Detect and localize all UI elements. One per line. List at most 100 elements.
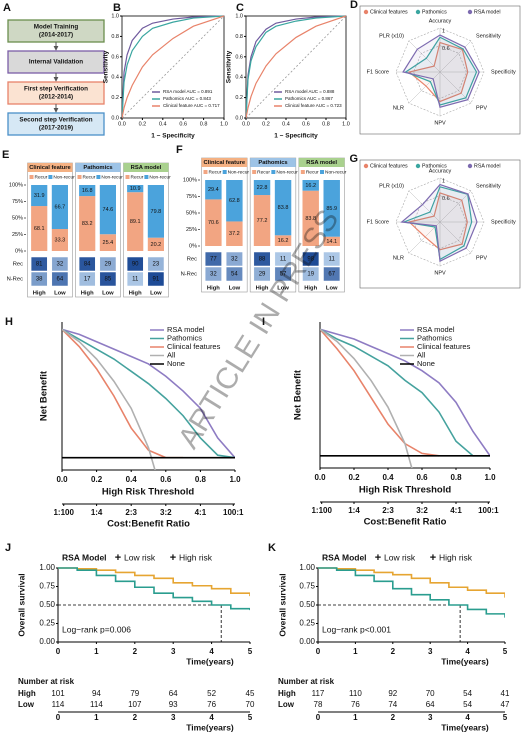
panel-label: D: [350, 0, 358, 11]
x-tick-label: 1: [353, 647, 358, 656]
x-tick-label: 1.0: [220, 121, 228, 127]
matrix-cell: [126, 271, 144, 287]
y-tick-label: 0.75: [39, 582, 55, 591]
legend-label: Recur: [35, 174, 48, 180]
y-tick-label: 0.2: [111, 95, 119, 101]
flow-text: Internal Validation: [29, 59, 83, 66]
series-line: [320, 328, 440, 457]
matrix-row-label: N-Rec: [7, 277, 24, 283]
bar-segment: [205, 199, 222, 246]
bar-segment: [274, 235, 292, 246]
bar-value-label: 62.8: [229, 198, 240, 204]
bar-segment: [31, 206, 48, 251]
bar-value-label: 77.2: [257, 218, 268, 224]
bar-segment: [226, 221, 243, 246]
panel-label: E: [2, 149, 9, 161]
risk-count: 110: [349, 689, 362, 698]
x-tick-label: High: [129, 291, 142, 297]
x-tick-label: 2: [391, 647, 396, 656]
radar-axis-label: PLR (x10): [379, 33, 404, 39]
radar-axis-label: Sensitivity: [476, 183, 501, 189]
matrix-cell: [323, 266, 341, 282]
flow-text: Second step Verification: [19, 117, 92, 124]
legend-label: Clinical feature AUC = 0.723: [285, 103, 342, 108]
radar-axis-label: PPV: [476, 256, 487, 262]
y-tick-label: 1.0: [235, 13, 243, 19]
panel-label: B: [113, 2, 121, 14]
legend-marker: +: [170, 552, 176, 564]
series-line: [62, 328, 235, 459]
risk-count: 79: [130, 689, 139, 698]
bar-segment: [253, 195, 271, 246]
legend-marker: +: [430, 552, 436, 564]
matrix-value: 32: [57, 262, 64, 268]
matrix-value: 57: [280, 272, 287, 278]
y-tick-label: 100%: [9, 182, 23, 188]
bar-value-label: 74.6: [103, 207, 114, 213]
bar-value-label: 16.2: [278, 238, 289, 244]
risk-x-tick-label: 4: [465, 713, 470, 722]
x-tick-label: 5: [503, 647, 508, 656]
series-line: [246, 15, 346, 118]
x-axis-title: High Risk Threshold: [359, 485, 452, 496]
risk-count: 70: [246, 700, 255, 709]
x-tick-label: 2: [133, 647, 138, 656]
bar-segment: [302, 190, 319, 246]
radar-spoke: [408, 71, 441, 104]
risk-count: 93: [169, 700, 178, 709]
x-tick-label: 4: [209, 647, 214, 656]
y-tick-label: 0.6: [235, 54, 243, 60]
x-axis-title: High Risk Threshold: [102, 487, 195, 498]
panel-frame: [359, 5, 521, 135]
x-tick-label: High: [304, 286, 317, 292]
matrix-cell: [225, 251, 243, 267]
risk-x-tick-label: 5: [503, 713, 508, 722]
risk-x-tick-label: 1: [353, 713, 358, 722]
legend-swatch: [467, 9, 473, 15]
matrix-cell: [204, 251, 222, 267]
x-tick-label: 0.6: [302, 121, 310, 127]
x-tick-label: 0.4: [126, 475, 138, 484]
risk-count: 114: [90, 700, 103, 709]
legend-label: RSA model AUC = 0.891: [163, 89, 213, 94]
risk-x-tick-label: 2: [391, 713, 396, 722]
y-axis-title: Sensitivity: [103, 50, 110, 83]
panel-label: F: [176, 144, 183, 156]
x-tick-label: Low: [54, 291, 66, 297]
annotation: Log−rank p=0.006: [62, 624, 131, 634]
matrix-value: 32: [210, 272, 217, 278]
x-tick-label: High: [33, 291, 46, 297]
matrix-cell: [51, 256, 69, 272]
risk-x-tick-label: 5: [248, 713, 253, 722]
bar-segment: [323, 180, 340, 237]
matrix-cell: [30, 271, 48, 287]
radar-spoke: [439, 190, 472, 223]
bar-value-label: 22.8: [257, 185, 268, 191]
risk-count: 78: [314, 700, 323, 709]
y-tick-label: 25%: [186, 227, 197, 233]
panel-label: A: [3, 2, 11, 14]
matrix-row-label: N-Rec: [181, 272, 198, 278]
bar-segment: [127, 185, 144, 193]
legend-label: RSA model AUC = 0.888: [285, 89, 335, 94]
risk-count: 101: [51, 689, 65, 698]
bar-value-label: 79.8: [151, 209, 162, 215]
x-tick-label: 0.8: [450, 473, 462, 482]
group-title: Clinical feature: [29, 165, 71, 171]
legend-label: Pathomics AUC = 0.843: [163, 96, 211, 101]
legend-marker: +: [375, 552, 381, 564]
panel-label: G: [349, 153, 358, 165]
legend-swatch: [320, 170, 325, 174]
radar-spoke: [408, 190, 441, 223]
x-tick-label: Low: [102, 291, 114, 297]
legend-label: Pathomics: [167, 333, 202, 342]
radar-axis-label: Specificity: [491, 219, 516, 225]
legend-label: Pathomics: [422, 163, 447, 169]
y-tick-label: 1.00: [299, 563, 315, 572]
panel-label: K: [268, 542, 276, 554]
series-line: [122, 15, 224, 118]
legend-title: RSA Model: [62, 552, 107, 562]
y-tick-label: 0.8: [235, 34, 243, 40]
bar-value-label: 83.2: [82, 221, 93, 227]
group-title: Pathomics: [83, 165, 112, 171]
